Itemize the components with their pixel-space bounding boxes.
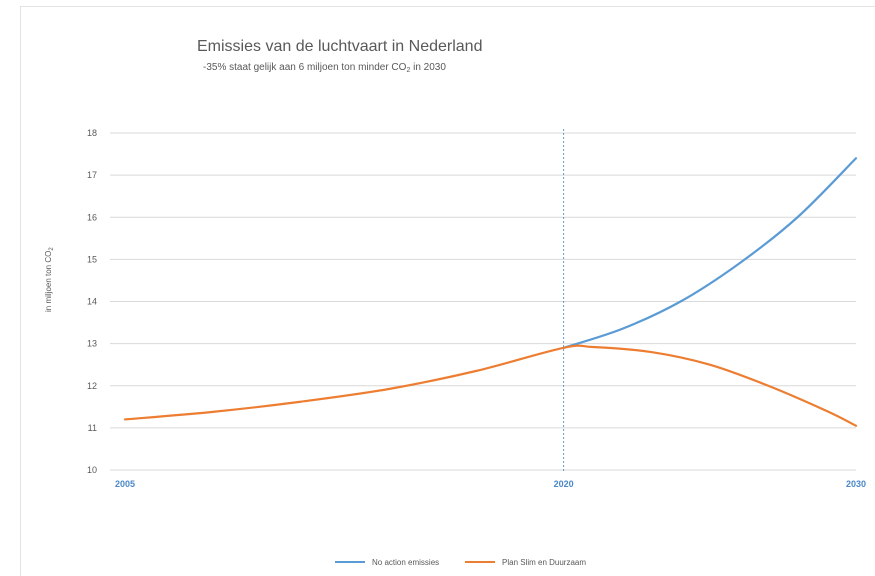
- gridlines: [110, 133, 856, 470]
- subtitle-text-before: -35% staat gelijk aan 6 miljoen ton mind…: [203, 62, 407, 73]
- x-tick-labels: 2005 2020 2030: [115, 479, 866, 489]
- y-tick-label: 18: [87, 128, 97, 138]
- y-tick-label: 15: [87, 254, 97, 264]
- x-tick-label: 2030: [846, 479, 866, 489]
- y-tick-label: 11: [88, 423, 97, 433]
- y-tick-label: 17: [87, 170, 97, 180]
- y-tick-labels: 10 11 12 13 14 15 16 17 18: [87, 128, 97, 475]
- y-tick-label: 14: [87, 297, 97, 307]
- y-tick-label: 16: [87, 212, 97, 222]
- y-tick-label: 12: [87, 381, 97, 391]
- subtitle-text-after: in 2030: [410, 62, 446, 73]
- legend: No action emissies Plan Slim en Duurzaam: [335, 558, 586, 567]
- ylabel-text: in miljoen ton CO: [44, 251, 53, 312]
- y-tick-label: 10: [87, 465, 97, 475]
- x-tick-label: 2020: [554, 479, 574, 489]
- legend-label-0: No action emissies: [372, 558, 439, 567]
- y-tick-label: 13: [87, 339, 97, 349]
- chart-title: Emissies van de luchtvaart in Nederland: [197, 38, 482, 55]
- ylabel-subscript: 2: [49, 247, 55, 251]
- x-tick-label: 2005: [115, 479, 135, 489]
- legend-label-1: Plan Slim en Duurzaam: [502, 558, 586, 567]
- series-line-0: [564, 158, 856, 348]
- y-axis-label: in miljoen ton CO2: [44, 247, 55, 312]
- chart-subtitle: -35% staat gelijk aan 6 miljoen ton mind…: [203, 62, 446, 74]
